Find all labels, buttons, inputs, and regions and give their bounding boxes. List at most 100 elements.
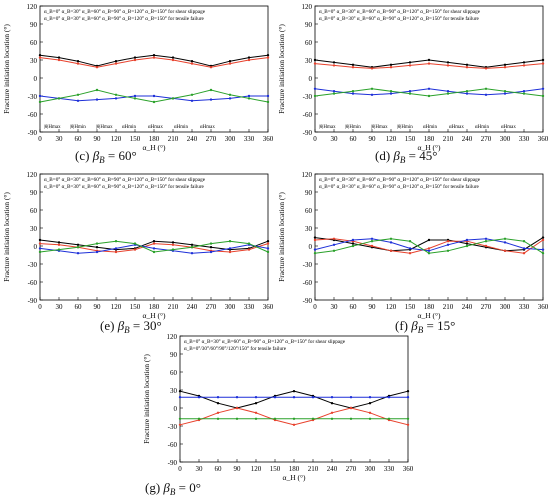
data-point [152, 242, 156, 245]
x-tick-label: 0 [313, 303, 317, 311]
caption-letter: (g) [145, 480, 161, 495]
chart-panel-c: -90 -60 -30 0 30 60 90 120 0 30 60 90 120 150 180 210 24… [0, 0, 275, 170]
data-point [484, 67, 488, 70]
data-point [351, 92, 355, 95]
data-point [330, 417, 334, 420]
x-tick-label: 360 [538, 135, 549, 143]
data-point [484, 93, 488, 97]
data-point [406, 390, 410, 393]
data-point [247, 58, 251, 62]
data-point [389, 241, 393, 244]
x-tick-label: 30 [196, 465, 204, 473]
y-tick-label: 60 [305, 39, 313, 47]
data-point [38, 54, 42, 57]
data-point [133, 242, 137, 245]
y-tick-label: 120 [27, 3, 38, 11]
caption-letter: (e) [100, 318, 115, 333]
annotation: |θ|Hmin [397, 125, 413, 130]
y-tick-label: -30 [28, 261, 38, 269]
caption-beta: β [117, 318, 125, 333]
annotation: αHmax [148, 125, 163, 130]
data-point [503, 63, 507, 66]
data-point [408, 90, 412, 93]
y-tick-label: 60 [170, 369, 178, 377]
data-point [503, 90, 507, 93]
data-point [465, 242, 469, 245]
caption-value: = 45° [408, 148, 438, 163]
caption-sub: B [169, 487, 176, 497]
y-tick-label: 60 [305, 207, 313, 215]
caption-value: = 0° [178, 480, 201, 495]
data-point [484, 240, 488, 243]
caption-f: (f) βB = 15° [395, 318, 455, 335]
x-tick-label: 330 [244, 135, 255, 143]
data-point [370, 87, 374, 91]
data-point [76, 99, 80, 103]
data-point [522, 240, 526, 243]
data-point [446, 92, 450, 95]
y-tick-label: 30 [170, 387, 178, 395]
data-point [351, 63, 355, 66]
data-point [522, 64, 526, 67]
data-point [76, 246, 80, 249]
y-tick-label: 30 [30, 57, 38, 65]
data-point [209, 66, 213, 69]
data-point [332, 249, 336, 252]
y-tick-label: 30 [30, 225, 38, 233]
data-point [95, 98, 99, 101]
y-tick-label: 120 [27, 171, 38, 179]
data-point [389, 92, 393, 95]
data-point [313, 62, 317, 65]
x-tick-label: 270 [206, 303, 217, 311]
x-tick-label: 150 [405, 303, 416, 311]
data-point [351, 244, 355, 248]
data-point [133, 248, 137, 251]
y-tick-label: -90 [303, 129, 313, 137]
x-tick-label: 240 [187, 135, 198, 143]
data-point [503, 92, 507, 95]
data-point [484, 237, 488, 240]
data-point [190, 99, 194, 103]
data-point [38, 94, 42, 98]
data-point [247, 242, 251, 245]
data-point [503, 66, 507, 69]
y-tick-label: -60 [168, 441, 178, 449]
x-tick-label: 270 [346, 465, 357, 473]
data-point [389, 63, 393, 66]
y-tick-label: 0 [309, 243, 313, 251]
data-point [408, 92, 412, 95]
data-point [427, 58, 431, 62]
x-tick-label: 240 [187, 303, 198, 311]
x-tick-label: 120 [386, 303, 397, 311]
data-point [38, 247, 42, 250]
x-tick-label: 330 [244, 303, 255, 311]
data-point [541, 248, 545, 251]
data-point [292, 417, 296, 420]
x-tick-label: 30 [56, 303, 64, 311]
data-point [522, 247, 526, 250]
data-point [76, 62, 80, 65]
data-point [76, 252, 80, 255]
x-tick-label: 120 [111, 303, 122, 311]
data-point [332, 237, 336, 240]
caption-beta: β [92, 148, 100, 163]
data-point [370, 93, 374, 97]
data-point [541, 252, 545, 255]
y-axis-label: Fracture initiation location (°) [2, 192, 11, 282]
x-tick-label: 330 [519, 303, 530, 311]
data-point [171, 58, 175, 62]
data-point [368, 402, 372, 405]
x-tick-label: 210 [168, 303, 179, 311]
annotation: |θ|Hmin [70, 125, 86, 130]
y-tick-label: 90 [30, 189, 38, 197]
x-tick-label: 150 [130, 135, 141, 143]
x-tick-label: 240 [462, 135, 473, 143]
data-point [522, 90, 526, 93]
data-point [330, 402, 334, 405]
data-point [190, 93, 194, 97]
y-axis-label: Fracture initiation location (°) [2, 24, 11, 114]
data-point [446, 243, 450, 246]
data-point [247, 56, 251, 59]
data-point [235, 406, 239, 410]
data-point [254, 402, 258, 405]
